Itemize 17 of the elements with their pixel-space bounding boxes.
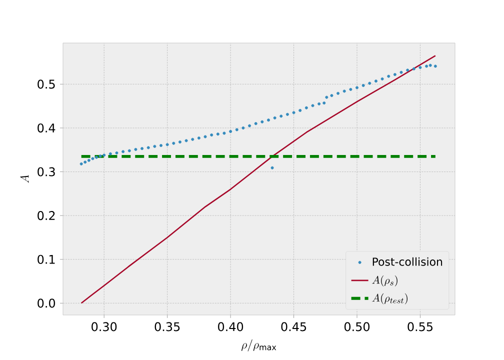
x-tick-label: 0.45 [281,322,306,332]
x-tick-label: 0.40 [218,322,244,332]
y-axis-title: $A$ [20,174,29,183]
x-axis-title: $\rho/\rho_{\mathrm{max}}$ [241,339,276,352]
y-tick-label: 0.0 [38,298,56,308]
y-tick-label: 0.5 [38,80,55,89]
legend-label: $A(\rho_{test})$ [372,293,408,304]
y-tick-label: 0.1 [38,254,55,264]
y-tick-label: 0.3 [38,167,55,176]
x-tick-label: 0.50 [344,322,370,332]
x-tick-label: 0.55 [408,322,432,332]
y-tick-label: 0.2 [38,211,55,220]
legend-label: Post-collision [372,257,442,266]
x-tick-label: 0.35 [154,322,180,332]
x-tick-label: 0.30 [92,322,117,332]
y-tick-label: 0.4 [38,123,56,132]
legend-label: $A(\rho_s)$ [372,275,398,286]
